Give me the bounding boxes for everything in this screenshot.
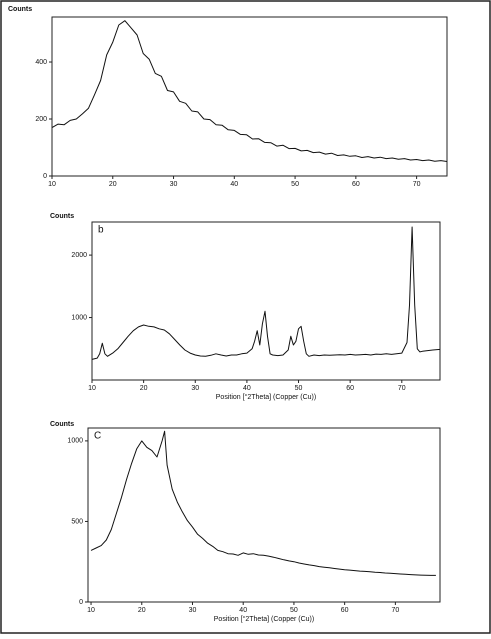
y-axis-label: Counts	[50, 421, 74, 428]
x-tick-label: 60	[346, 385, 354, 392]
y-tick-label: 400	[35, 59, 47, 66]
x-tick-label: 50	[290, 607, 298, 614]
y-axis-label: Counts	[8, 6, 32, 13]
y-axis-label: Counts	[50, 213, 74, 220]
data-line	[90, 430, 436, 576]
x-tick-label: 30	[191, 385, 199, 392]
plot-frame	[51, 16, 448, 177]
x-tick-label: 70	[413, 181, 421, 188]
y-tick-label: 0	[79, 599, 83, 606]
x-tick-label: 10	[87, 607, 95, 614]
y-tick-label: 500	[71, 518, 83, 525]
x-tick-label: 10	[88, 385, 96, 392]
plot-frame	[91, 221, 441, 381]
panel-label: b	[98, 225, 104, 236]
x-axis-label: Position [°2Theta] (Copper (Cu))	[216, 393, 316, 401]
x-tick-label: 40	[243, 385, 251, 392]
y-tick-label: 200	[35, 116, 47, 123]
x-tick-label: 40	[230, 181, 238, 188]
x-tick-label: 20	[138, 607, 146, 614]
panel-label: C	[94, 431, 101, 442]
x-tick-label: 70	[398, 385, 406, 392]
data-line	[91, 226, 441, 360]
x-tick-label: 50	[295, 385, 303, 392]
x-tick-label: 40	[239, 607, 247, 614]
x-tick-label: 10	[48, 181, 56, 188]
x-tick-label: 60	[352, 181, 360, 188]
x-axis-label: Position [°2Theta] (Copper (Cu))	[214, 615, 314, 623]
plot-frame	[87, 427, 441, 603]
x-tick-label: 50	[291, 181, 299, 188]
x-tick-label: 60	[341, 607, 349, 614]
y-tick-label: 1000	[67, 438, 83, 445]
x-tick-label: 20	[140, 385, 148, 392]
x-tick-label: 30	[170, 181, 178, 188]
x-tick-label: 20	[109, 181, 117, 188]
x-tick-label: 30	[189, 607, 197, 614]
y-tick-label: 2000	[71, 252, 87, 259]
x-tick-label: 70	[391, 607, 399, 614]
data-line	[51, 20, 448, 162]
y-tick-label: 0	[43, 173, 47, 180]
y-tick-label: 1000	[71, 314, 87, 321]
